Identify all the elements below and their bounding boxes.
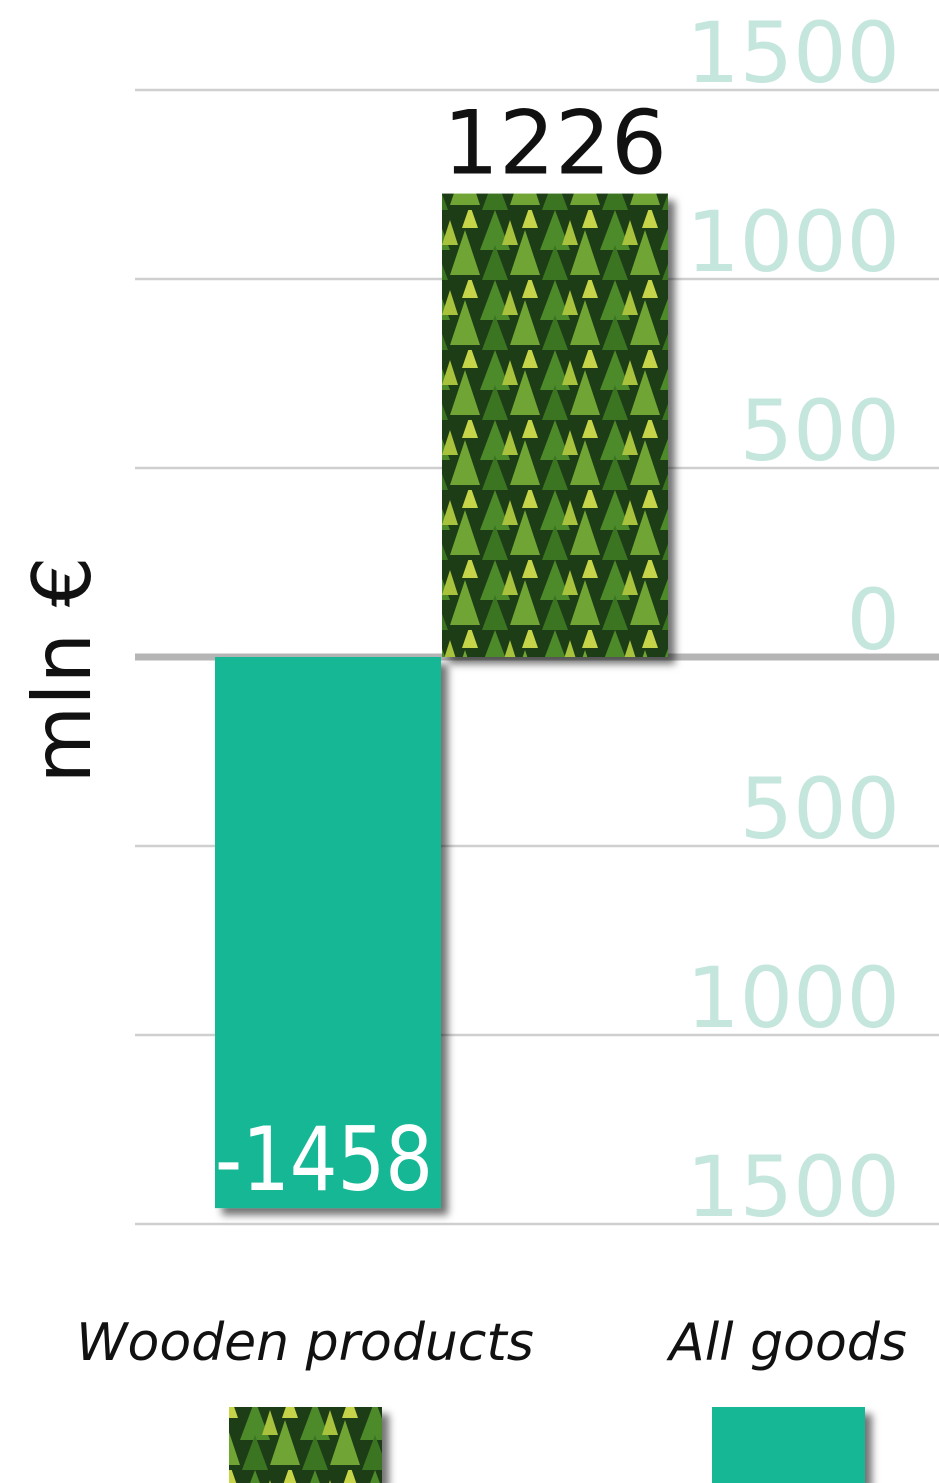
y-tick-label: 0: [847, 571, 900, 669]
y-tick-label: 1500: [686, 1138, 900, 1236]
y-tick-label: 1500: [686, 4, 900, 102]
bar: [442, 193, 668, 657]
y-tick-label: 500: [740, 760, 900, 858]
y-tick-label: 500: [740, 382, 900, 480]
y-tick-label: 1000: [686, 949, 900, 1047]
bar: [215, 657, 441, 1209]
y-tick-label: 1000: [686, 193, 900, 291]
data-label: -1458: [215, 1108, 433, 1211]
data-label: 1226: [443, 92, 667, 195]
y-axis-label: mln €: [16, 556, 109, 783]
legend-label: All goods: [666, 1313, 907, 1373]
legend-swatch: [712, 1407, 865, 1483]
legend-swatch: [229, 1407, 382, 1483]
legend-label: Wooden products: [76, 1313, 534, 1373]
